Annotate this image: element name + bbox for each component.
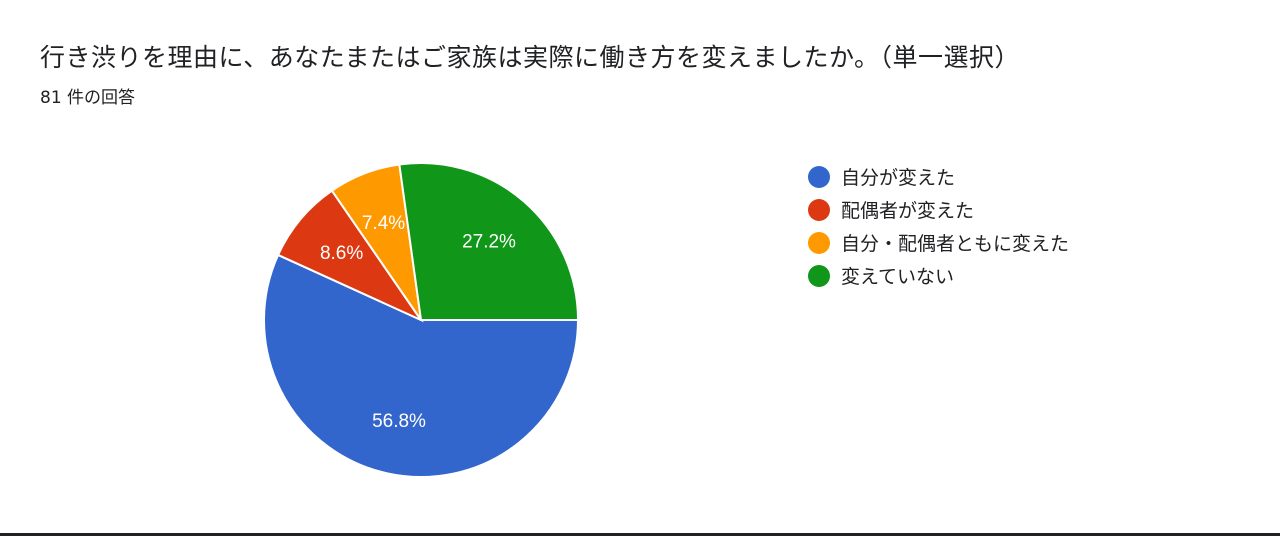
bottom-divider [0,533,1280,536]
legend: 自分が変えた 配偶者が変えた 自分・配偶者ともに変えた 変えていない [808,160,1069,292]
legend-label: 自分が変えた [841,167,956,189]
legend-item[interactable]: 変えていない [808,259,1069,292]
legend-item[interactable]: 配偶者が変えた [808,193,1069,226]
pie-slices [263,162,580,478]
pie-slice-labels: 56.8% 8.6% 7.4% 27.2% [320,213,516,432]
pie-slice-label: 27.2% [462,231,516,252]
legend-label: 自分・配偶者ともに変えた [841,233,1070,255]
legend-label: 変えていない [841,266,955,288]
pie-slice-label: 8.6% [320,243,363,264]
legend-item[interactable]: 自分・配偶者ともに変えた [808,226,1069,259]
pie-slice[interactable] [263,253,580,478]
legend-label: 配偶者が変えた [841,200,975,222]
pie-slice[interactable] [398,162,580,321]
question-title: 行き渋りを理由に、あなたまたはご家族は実際に働き方を変えましたか。（単一選択） [40,43,1021,72]
legend-swatch-0 [808,165,830,188]
legend-item[interactable]: 自分が変えた [808,160,1069,193]
pie-slice-label: 56.8% [372,411,426,432]
pie-slice[interactable] [276,189,424,323]
legend-swatch-1 [808,198,830,221]
pie-slice-label: 7.4% [362,213,405,234]
legend-swatch-2 [808,231,830,254]
legend-swatch-3 [808,264,830,287]
response-count: 81 件の回答 [40,88,136,108]
